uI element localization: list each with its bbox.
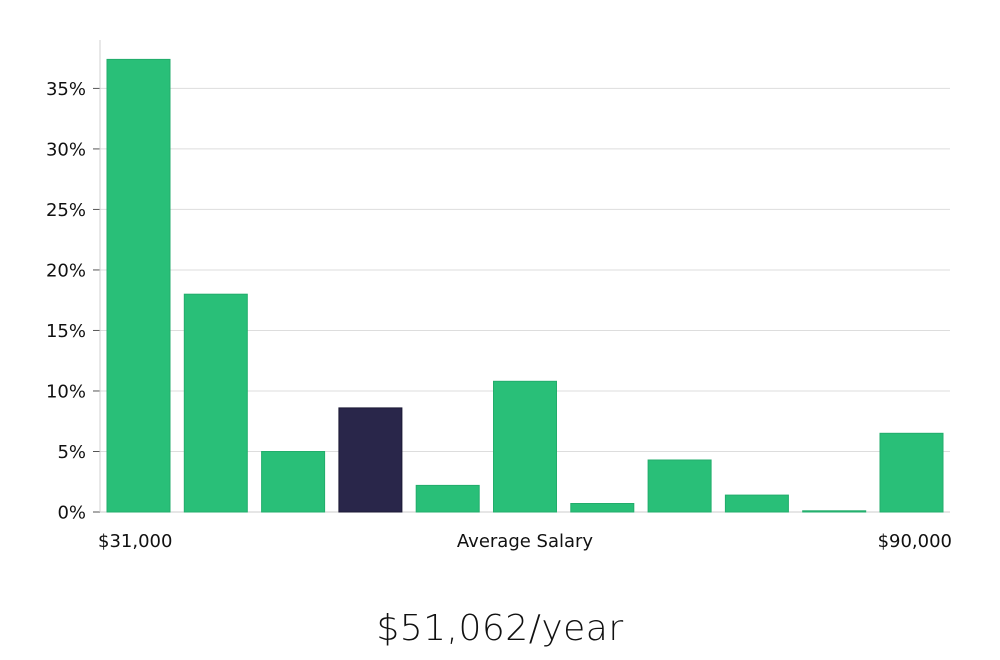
y-tick-label: 30% [46, 139, 86, 160]
x-axis-title: Average Salary [457, 531, 594, 552]
y-axis-ticks: 0% 5% 10% 15% 20% 25% 30% 35% [46, 79, 100, 524]
y-tick-label: 15% [46, 321, 86, 342]
bar [493, 380, 557, 513]
y-tick-label: 25% [46, 200, 86, 221]
y-tick-label: 0% [57, 503, 86, 524]
y-tick-label: 5% [57, 442, 86, 463]
average-salary-value: $51,062/year [376, 608, 624, 649]
salary-histogram: 0% 5% 10% 15% 20% 25% 30% 35% $31,000 Average S… [46, 40, 952, 552]
y-tick-label: 10% [46, 381, 86, 402]
bar [570, 503, 635, 513]
bar [261, 451, 326, 513]
bar [183, 293, 248, 513]
y-tick-label: 20% [46, 260, 86, 281]
bar [724, 494, 789, 513]
x-min-label: $31,000 [98, 531, 172, 552]
bar [879, 432, 944, 513]
y-tick-label: 35% [46, 79, 86, 100]
bars [106, 58, 944, 513]
bar-highlighted [338, 407, 403, 513]
x-max-label: $90,000 [878, 531, 952, 552]
bar [802, 510, 867, 513]
bar [415, 484, 480, 513]
bar [647, 459, 712, 513]
bar [106, 58, 171, 513]
